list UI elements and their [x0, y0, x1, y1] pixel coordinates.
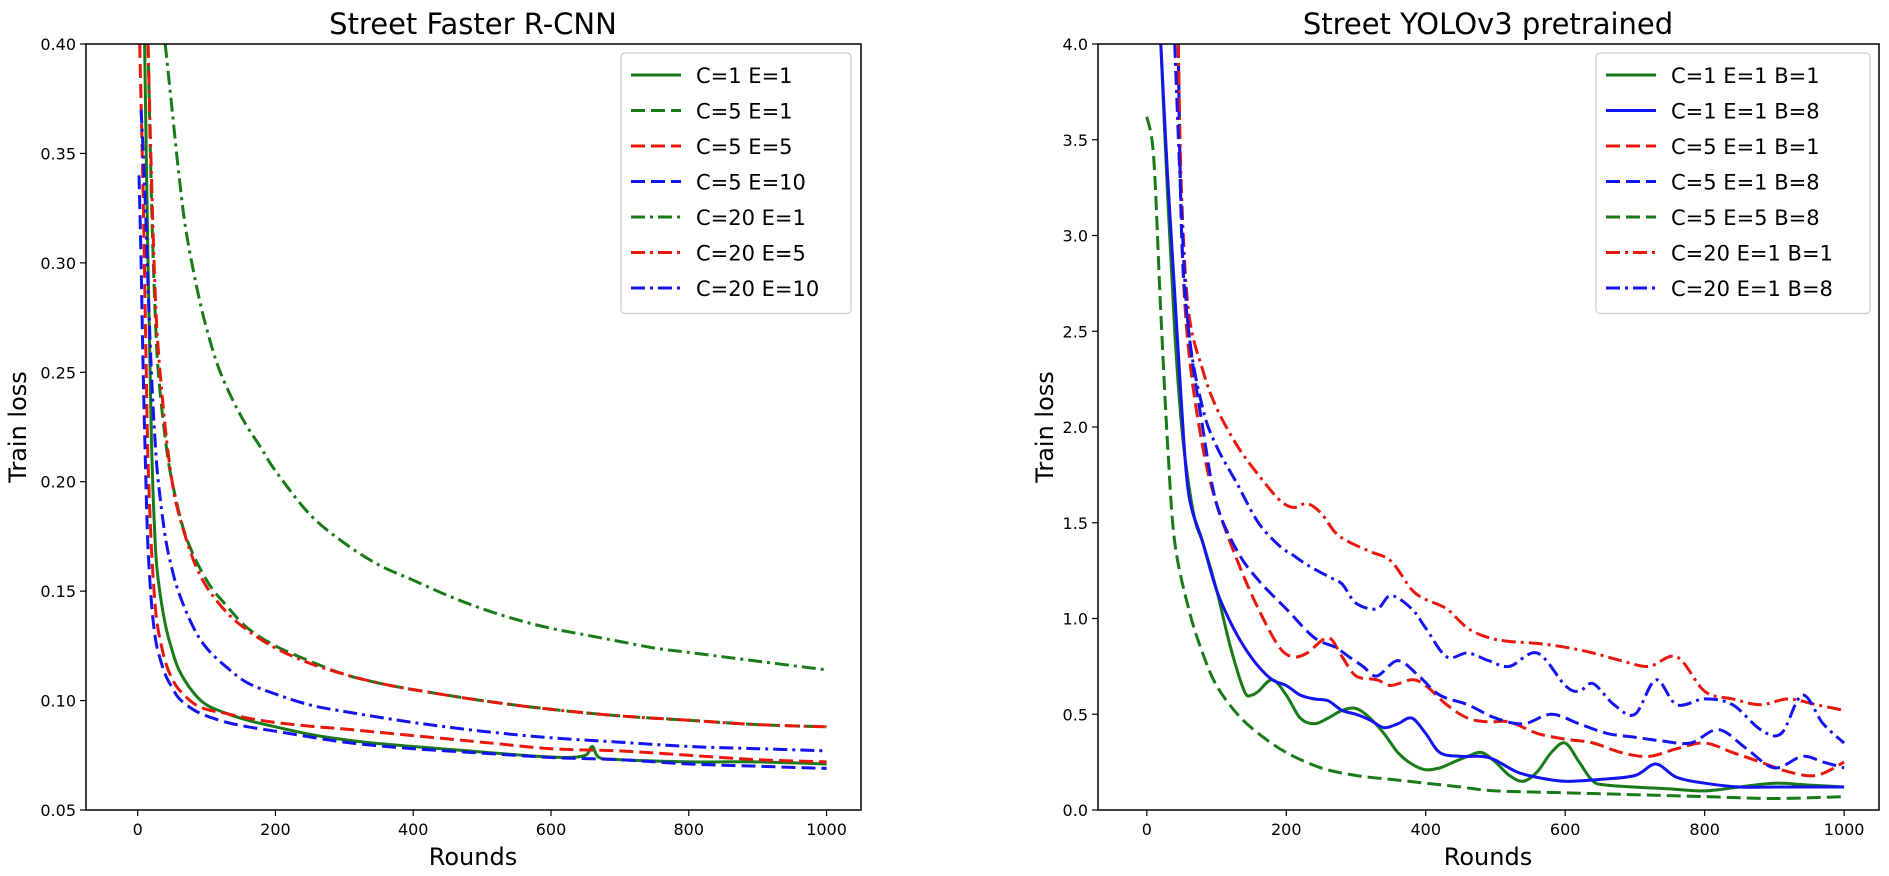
series-line-c-5-e-5 [138, 44, 827, 764]
y-tick-label: 2.5 [1063, 322, 1088, 341]
chart-title: Street YOLOv3 pretrained [1303, 7, 1673, 41]
tick-layer: 0 200 400 600 800 1000 0.05 0.10 0.15 0.20 0.25 0.3… [40, 35, 847, 839]
x-tick-label: 400 [398, 820, 429, 839]
y-tick-label: 4.0 [1063, 35, 1088, 54]
legend-label: C=1 E=1 B=8 [1671, 100, 1820, 124]
legend-label: C=1 E=1 B=1 [1671, 64, 1820, 88]
series-line-c-20-e-1 [163, 44, 827, 672]
series-line-c-1-e-1 [143, 44, 827, 766]
y-tick-label: 0.35 [40, 144, 76, 163]
y-tick-label: 0.0 [1063, 801, 1088, 820]
x-tick-label: 800 [1689, 820, 1720, 839]
y-tick-label: 0.05 [40, 801, 76, 820]
x-tick-label: 200 [260, 820, 291, 839]
legend: C=1 E=1 C=5 E=1 C=5 E=5 C=5 E=10 C=20 E=1 C=2… [620, 52, 852, 315]
legend-label: C=5 E=1 B=1 [1671, 135, 1820, 159]
x-tick-label: 200 [1271, 820, 1302, 839]
series-line-c-20-e-5 [146, 44, 827, 729]
y-axis-label: Train loss [4, 371, 32, 484]
x-tick-label: 600 [536, 820, 567, 839]
legend-box [1595, 52, 1871, 315]
y-axis-label: Train loss [1031, 371, 1059, 484]
series-line-c-20-e-1-b-1 [1176, 44, 1845, 712]
y-tick-label: 0.30 [40, 254, 76, 273]
x-tick-label: 0 [1142, 820, 1152, 839]
plot-frame [85, 43, 862, 811]
legend-label: C=5 E=10 [696, 171, 806, 195]
series-line-c-20-e-1-b-8 [1173, 44, 1846, 745]
legend-label: C=20 E=5 [696, 242, 806, 266]
y-tick-label: 0.5 [1063, 705, 1088, 724]
x-axis-label: Rounds [1444, 843, 1532, 871]
y-tick-label: 2.0 [1063, 418, 1088, 437]
legend-label: C=5 E=1 B=8 [1671, 171, 1820, 195]
series-line-c-1-e-1-b-8 [1159, 44, 1845, 789]
x-tick-label: 600 [1550, 820, 1581, 839]
y-tick-label: 1.0 [1063, 610, 1088, 629]
legend-label: C=20 E=10 [696, 277, 819, 301]
series-line-c-20-e-10 [139, 109, 827, 753]
chart-title: Street Faster R-CNN [329, 7, 617, 41]
legend-label: C=20 E=1 B=1 [1671, 242, 1833, 266]
x-tick-label: 400 [1410, 820, 1441, 839]
y-tick-label: 0.15 [40, 582, 76, 601]
faster-rcnn-chart: Street Faster R-CNN 0 200 400 600 800 1000 0.0… [4, 7, 862, 871]
x-tick-label: 1000 [1824, 820, 1865, 839]
x-tick-label: 0 [133, 820, 143, 839]
legend-label: C=20 E=1 B=8 [1671, 277, 1833, 301]
legend-label: C=20 E=1 [696, 206, 806, 230]
legend: C=1 E=1 B=1 C=1 E=1 B=8 C=5 E=1 B=1 C=5 E=1… [1595, 52, 1871, 315]
tick-layer: 0 200 400 600 800 1000 0.0 0.5 1.0 1.5 2.0 2.5 3.0 3.… [1063, 35, 1865, 839]
legend-box [620, 52, 852, 315]
series-line-c-5-e-1-b-8 [1176, 44, 1845, 770]
y-tick-label: 0.10 [40, 692, 76, 711]
legend-label: C=5 E=5 [696, 135, 793, 159]
x-tick-label: 1000 [806, 820, 847, 839]
y-tick-label: 0.40 [40, 35, 76, 54]
series-line-c-5-e-10 [137, 175, 827, 770]
series-layer [1145, 44, 1846, 800]
series-line-c-5-e-5-b-8 [1145, 116, 1845, 800]
x-axis-label: Rounds [429, 843, 517, 871]
x-tick-label: 800 [674, 820, 705, 839]
yolov3-chart: Street YOLOv3 pretrained 0 200 400 600 800 10… [1031, 7, 1880, 871]
y-tick-label: 1.5 [1063, 514, 1088, 533]
y-tick-label: 3.5 [1063, 131, 1088, 150]
series-layer [137, 44, 827, 770]
plot-frame [1097, 43, 1880, 811]
y-tick-label: 3.0 [1063, 227, 1088, 246]
y-tick-label: 0.25 [40, 363, 76, 382]
legend-label: C=1 E=1 [696, 64, 793, 88]
legend-label: C=5 E=5 B=8 [1671, 206, 1820, 230]
legend-label: C=5 E=1 [696, 100, 793, 124]
y-tick-label: 0.20 [40, 473, 76, 492]
